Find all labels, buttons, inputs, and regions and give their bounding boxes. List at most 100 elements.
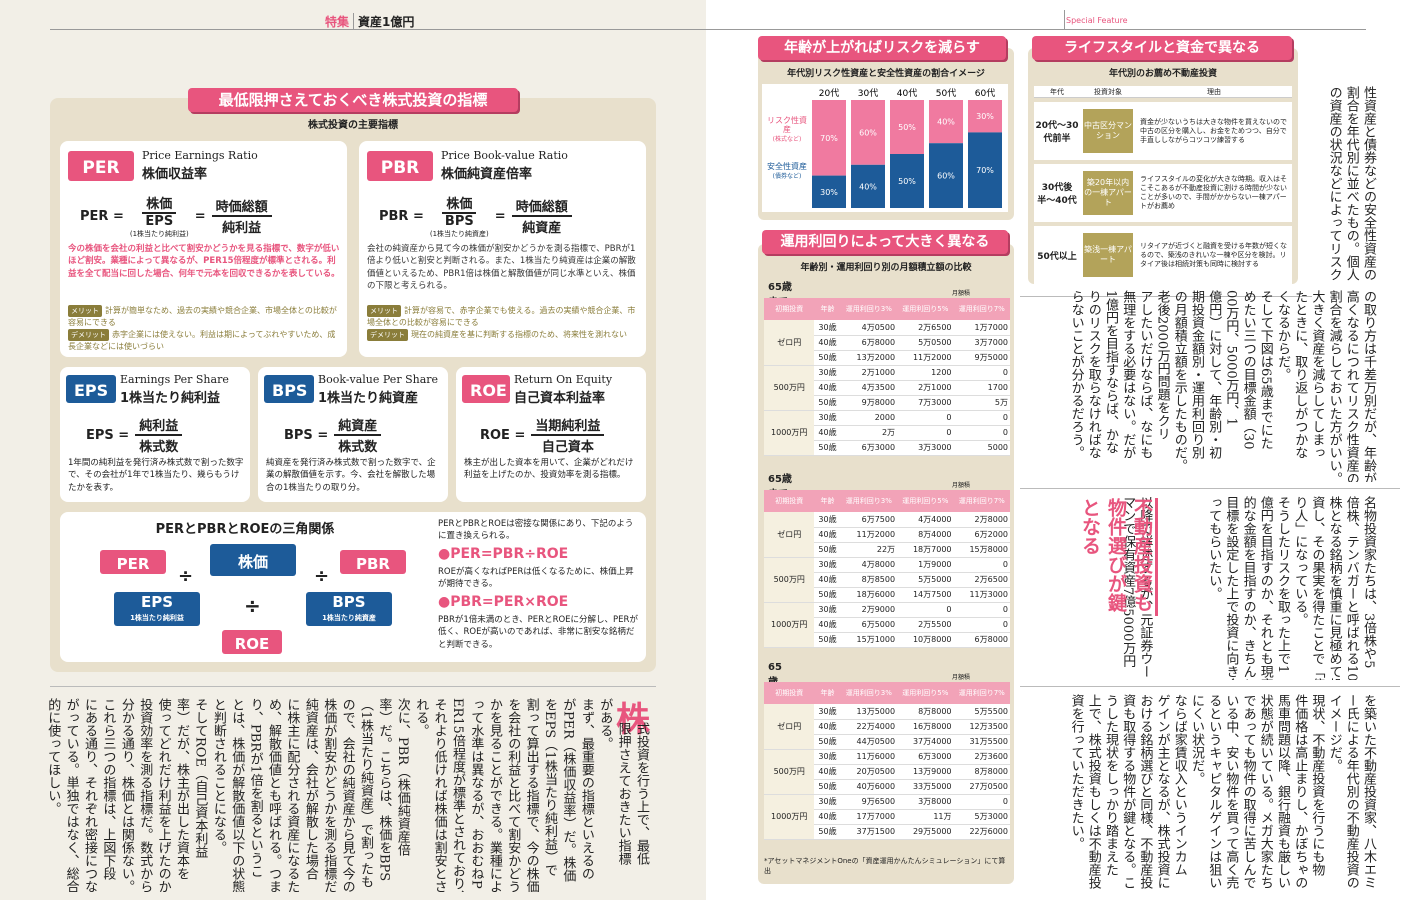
yield-cell: 2万6500: [953, 572, 1010, 588]
left-article-col: （1株当たり純資産）で割ったも: [358, 698, 373, 889]
yield-cell: 2万3600: [953, 749, 1010, 765]
yield-cell: 0: [953, 365, 1010, 381]
yield-cell: 0: [953, 617, 1010, 633]
pbr-den2: 純資産: [522, 221, 562, 236]
right-article-col: たときに、取り返しがつかな: [1292, 290, 1308, 459]
yield-initial: 1000万円: [764, 794, 815, 840]
roe-num: 当期純利益: [531, 415, 605, 436]
yield-header: 運用利回り7%: [953, 298, 1010, 320]
risk-chart: 20代 70% 30% 30代 60% 40% 40代 50% 50% 50代 40% 60% 60代 3…: [812, 88, 1002, 208]
per-lhs: PER =: [80, 208, 124, 224]
yield-header: 初期投資: [764, 298, 815, 320]
left-article-col: がっている。単独ではなく、総合: [63, 698, 79, 892]
left-article-col: をEPS（1株当たり純利益）で: [542, 698, 557, 877]
yield-header: 年齢: [814, 298, 841, 320]
yield-cell: 40歳: [814, 380, 841, 396]
yield-row: 50歳 15万1000 10万8000 6万8000: [764, 632, 1010, 648]
right-article-col: を築いた不動産投資家、八木エミリ: [1361, 694, 1376, 890]
yield-header: 年齢: [814, 490, 841, 512]
eps-lhs: EPS =: [86, 427, 130, 443]
tri-eps: EPS 1株当たり純利益: [114, 592, 200, 626]
left-article-col: ので、会社の純資産から見て今の: [339, 698, 355, 892]
yield-cell: 2万9000: [840, 602, 898, 618]
yield-row: 40歳 20万0500 13万9000 8万8000: [764, 764, 1010, 780]
bps-num: 純資産: [334, 415, 382, 436]
yield-cell: 10万8000: [897, 632, 954, 648]
yield-table: 初期投資 年齢 運用利回り3% 運用利回り5% 運用利回り7% ゼロ円 30歳 4万0500 2…: [764, 298, 1010, 456]
left-article-col: 分かる通り、株価とは関係ない。: [118, 698, 134, 892]
re-header-cell: 理由: [1207, 88, 1221, 96]
eps-badge: EPS: [66, 375, 116, 403]
yield-cell: 50歳: [814, 779, 841, 795]
risk-bar-label: 70%: [820, 134, 838, 143]
safe-legend-sub: (債券など): [772, 173, 802, 180]
re-row: 20代〜30代前半 中古区分マンション 資金が少ないうちは大きな物件を買えないので中…: [1034, 102, 1292, 160]
yield-header: 運用利回り7%: [953, 682, 1010, 704]
right-article-col: めたい三つの目標金額（30: [1240, 290, 1256, 450]
yield-ribbon: 運用利回りによって大きく異なる: [762, 230, 1008, 254]
tri-pbr: PBR: [340, 550, 406, 574]
per-demerit-tag: デメリット: [68, 329, 109, 341]
eps-japanese: 1株当たり純利益: [120, 391, 221, 406]
left-article-col: れる。: [413, 698, 429, 737]
risk-x-label: 30代: [858, 88, 878, 99]
safe-bar-label: 30%: [820, 188, 838, 197]
right-article-col: 割合を減らしておいた方がいい。: [1326, 290, 1342, 482]
drop-cap: 株: [616, 700, 650, 740]
tri-intro: PERとPBRとROEは密接な関係にあり、下記のように置き換えられる。: [438, 519, 634, 542]
yield-cell: 1万7000: [953, 320, 1010, 336]
divider-r2: [1020, 488, 1400, 489]
yield-row: 1000万円 30歳 9万6500 3万8000 0: [764, 794, 1010, 840]
tri-eps-sub: 1株当たり純利益: [130, 614, 184, 622]
yield-row: 50歳 44万0500 37万4000 31万5500: [764, 734, 1010, 750]
bps-description: 純資産を発行済み株式数で割った数字で、企業の解散価値を示す。今、会社を解散した場…: [266, 458, 436, 493]
indicator-subtitle: 株式投資の主要指標: [308, 120, 398, 131]
divider-left: [50, 686, 656, 687]
right-article-col: の月額積立額を示したものだ。: [1171, 290, 1187, 472]
roe-japanese: 自己資本利益率: [514, 391, 606, 406]
right-article-col: 大きく資産を減らしてしまっ: [1309, 290, 1325, 459]
yield-cell: 30歳: [814, 794, 841, 810]
left-article-col: 率）だ。こちらは、株価をBPS: [376, 698, 392, 882]
yield-header: 運用利回り5%: [897, 682, 954, 704]
bps-lhs: BPS =: [284, 427, 329, 443]
right-article-col: 性資産と債券などの安全性資産の: [1361, 86, 1376, 281]
yield-table: 初期投資 年齢 運用利回り3% 運用利回り5% 運用利回り7% ゼロ円 30歳 6万7500 4…: [764, 490, 1010, 648]
right-article-col: そうしたリスクを取った上で1: [1275, 496, 1290, 674]
risk-bar: [812, 100, 846, 176]
left-article-col: を会社の利益と比べて割安かどう: [505, 698, 521, 892]
yield-row: 50歳 22万 18万7000 15万8000: [764, 542, 1010, 558]
yield-cell: 5000: [953, 440, 1010, 456]
yield-header: 運用利回り5%: [897, 490, 954, 512]
yield-row: 40歳 6万5000 2万5500 0: [764, 617, 1010, 633]
yield-cell: 0: [953, 425, 1010, 441]
yield-cell: 18万7000: [897, 542, 954, 558]
tri-formula2: ●PBR=PER×ROE: [438, 594, 569, 610]
yield-cell: 50歳: [814, 542, 841, 558]
yield-row: 40歳 11万2000 8万4000 6万2000: [764, 527, 1010, 543]
yield-cell: 0: [897, 602, 954, 618]
risk-bar-label: 50%: [898, 123, 916, 132]
pbr-num2: 時価総額: [511, 196, 572, 217]
right-article-col: 老後2000万円問題をクリ: [1154, 290, 1170, 441]
left-article-col: 使ってどれだけ利益を上げたのか、: [155, 698, 171, 892]
safe-bar-label: 50%: [898, 177, 916, 186]
re-header-row: 年代 投資対象 理由: [1034, 86, 1292, 98]
left-article-col: 投資効率を測る指標だ。数式から: [137, 698, 153, 892]
re-row: 50代以上 築浅一棟アパート リタイアが近づくと融資を受ける年数が短くなるので、築浅…: [1034, 226, 1292, 284]
left-article-col: にある通り、それぞれ密接につな: [82, 698, 97, 892]
risk-bar: [929, 100, 963, 144]
pbr-lhs: PBR =: [379, 208, 424, 224]
per-den1: EPS: [145, 214, 174, 229]
eps-den: 株式数: [139, 440, 179, 455]
safe-bar-label: 60%: [937, 172, 955, 181]
yield-title: 年齢別・運用利回り別の月額積立額の比較: [800, 263, 972, 273]
yield-initial: ゼロ円: [764, 512, 815, 558]
yield-cell: 0: [953, 557, 1010, 573]
risk-bar: [890, 100, 924, 154]
left-article-col: かを見ることができる。業種によ: [486, 698, 502, 892]
right-article-col: アしたいだけならば、なにも: [1137, 290, 1153, 459]
indicator-ribbon: 最低限押さえておくべき株式投資の指標: [188, 88, 518, 112]
re-age: 50代以上: [1037, 251, 1077, 262]
right-article-col: おける銘柄選びと同様、不動産投: [1137, 694, 1153, 889]
